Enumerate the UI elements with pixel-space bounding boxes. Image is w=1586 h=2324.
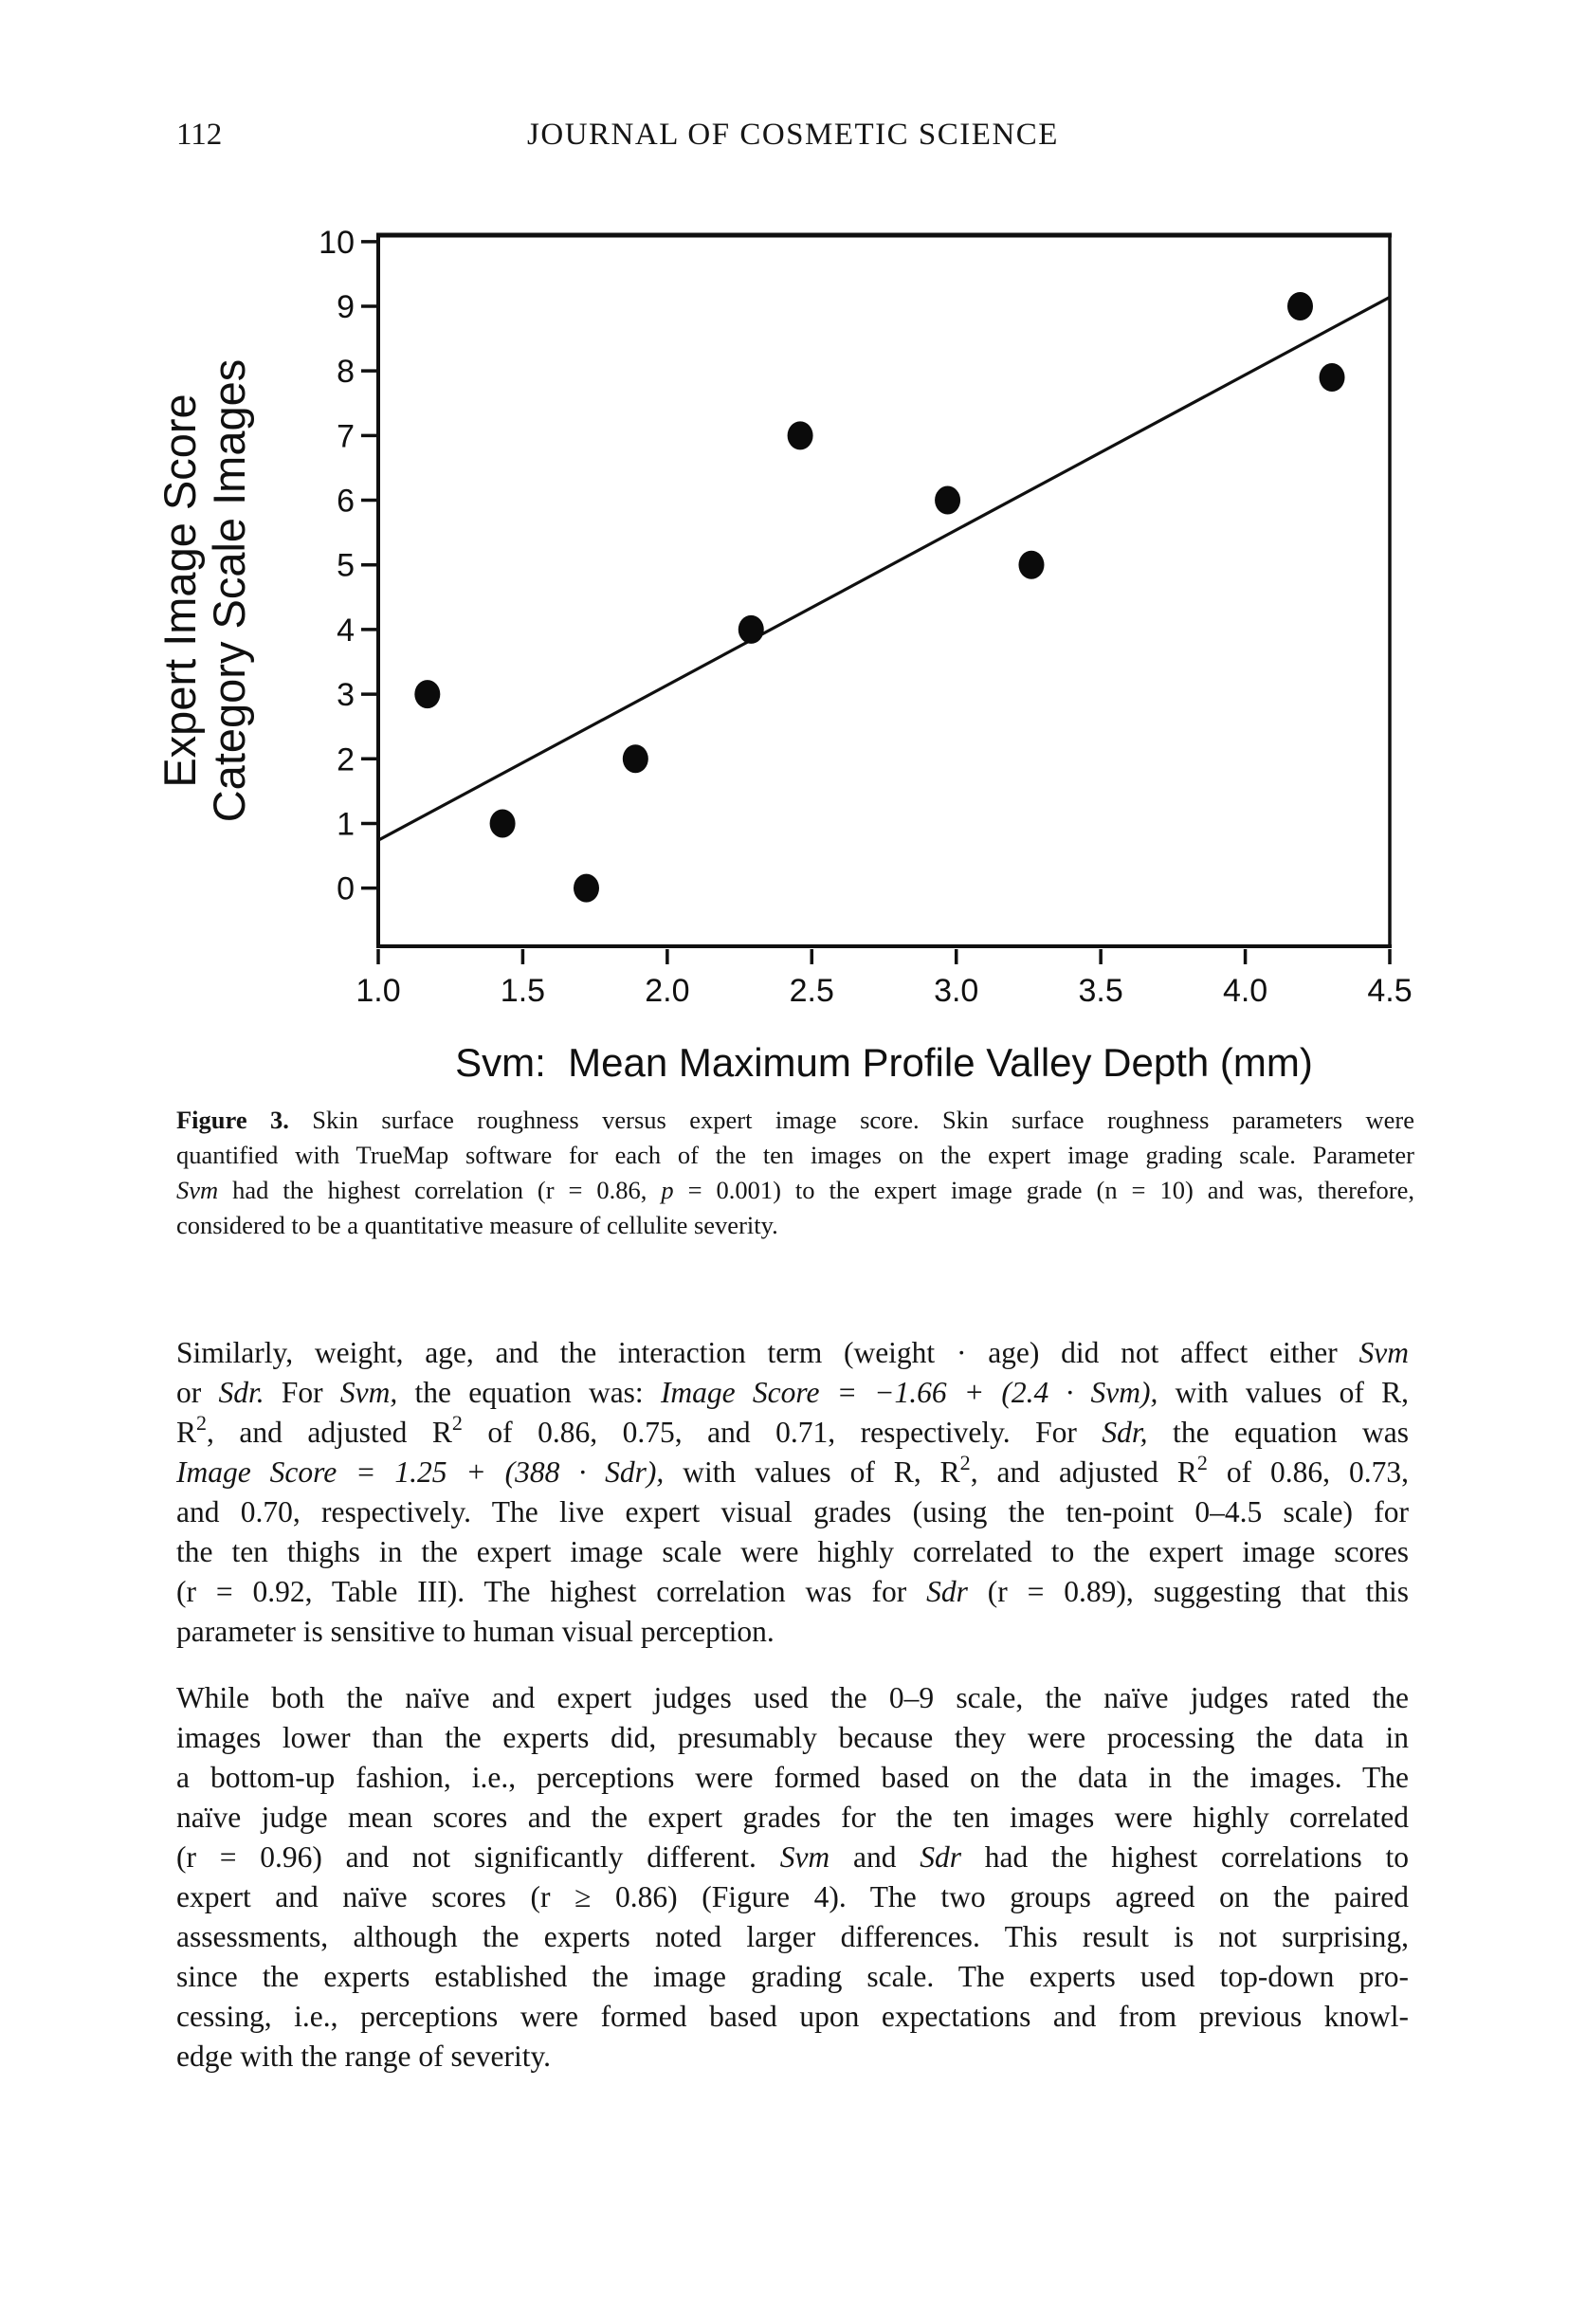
data-point	[573, 873, 599, 903]
x-tick-label: 1.0	[355, 973, 400, 1009]
y-tick-label: 8	[337, 354, 355, 390]
data-point	[1286, 292, 1313, 320]
text-line: Similarly, weight, age, and the interact…	[176, 1336, 1409, 1369]
y-tick-label: 3	[337, 677, 355, 713]
y-axis-title-line1: Expert Image Score	[155, 393, 205, 787]
data-point	[414, 680, 441, 709]
text-line: naïve judge mean scores and the expert g…	[176, 1801, 1409, 1834]
text-line: edge with the range of severity.	[176, 2040, 552, 2073]
text-line: considered to be a quantitative measure …	[176, 1211, 778, 1239]
y-tick-label: 9	[337, 289, 355, 325]
data-point	[622, 744, 648, 774]
data-point	[738, 614, 764, 644]
text-line: R2, and adjusted R2 of 0.86, 0.75, and 0…	[176, 1410, 1409, 1449]
text-line: expert and naïve scores (r ≥ 0.86) (Figu…	[176, 1880, 1409, 1913]
text-line: since the experts established the image …	[176, 1960, 1409, 1993]
text-line: Image Score = 1.25 + (388 · Sdr), with v…	[176, 1450, 1409, 1489]
y-tick-label: 5	[337, 548, 355, 584]
x-tick-label: 3.5	[1079, 973, 1123, 1009]
body-paragraph-1: Similarly, weight, age, and the interact…	[176, 1333, 1409, 1652]
text-line: and 0.70, respectively. The live expert …	[176, 1495, 1409, 1528]
x-tick-label: 3.0	[934, 973, 978, 1009]
text-line: images lower than the experts did, presu…	[176, 1721, 1409, 1754]
y-axis-title-line2: Category Scale Images	[204, 359, 254, 823]
x-tick-label: 2.5	[790, 973, 834, 1009]
text-line: cessing, i.e., perceptions were formed b…	[176, 2000, 1409, 2033]
x-tick-label: 4.5	[1367, 973, 1412, 1009]
data-point	[489, 809, 516, 838]
y-tick-label: 4	[337, 613, 355, 649]
text-line: a bottom-up fashion, i.e., perceptions w…	[176, 1761, 1409, 1794]
data-point	[1319, 363, 1345, 392]
y-tick-label: 2	[337, 741, 355, 778]
text-line: the ten thighs in the expert image scale…	[176, 1535, 1409, 1568]
body-paragraph-2: While both the naïve and expert judges u…	[176, 1678, 1409, 2077]
text-line: or Sdr. For Svm, the equation was: Image…	[176, 1376, 1409, 1409]
text-line: Svm had the highest correlation (r = 0.8…	[176, 1176, 1414, 1204]
text-line: quantified with TrueMap software for eac…	[176, 1141, 1414, 1169]
text-line: parameter is sensitive to human visual p…	[176, 1615, 775, 1648]
y-tick-label: 7	[337, 418, 355, 454]
y-tick-label: 0	[337, 871, 355, 907]
y-tick-label: 10	[319, 225, 355, 261]
x-axis-title: Svm: Mean Maximum Profile Valley Depth (…	[455, 1040, 1313, 1085]
figure-caption: Figure 3. Skin surface roughness versus …	[176, 1103, 1414, 1243]
text-line: assessments, although the experts noted …	[176, 1920, 1409, 1953]
x-tick-label: 2.0	[645, 973, 689, 1009]
page-number: 112	[176, 118, 223, 152]
text-line: While both the naïve and expert judges u…	[176, 1681, 1409, 1714]
text-line: Figure 3. Skin surface roughness versus …	[176, 1106, 1414, 1134]
x-tick-label: 4.0	[1223, 973, 1267, 1009]
journal-title: JOURNAL OF COSMETIC SCIENCE	[527, 118, 1059, 152]
data-point	[1018, 550, 1045, 579]
y-tick-label: 1	[337, 806, 355, 842]
text-line: (r = 0.96) and not significantly differe…	[176, 1840, 1409, 1874]
data-point	[935, 485, 961, 515]
data-point	[787, 421, 813, 450]
figure-3-scatter-chart: 0 1 2 3 4 5 6 7 8 9 10 1.0 1.5 2.0 2.5 3.0 3.5 4.0 4.5 Svm:…	[155, 225, 1413, 1085]
regression-line	[377, 296, 1391, 842]
x-tick-label: 1.5	[501, 973, 545, 1009]
text-line: (r = 0.92, Table III). The highest corre…	[176, 1575, 1410, 1608]
y-tick-label: 6	[337, 484, 355, 520]
